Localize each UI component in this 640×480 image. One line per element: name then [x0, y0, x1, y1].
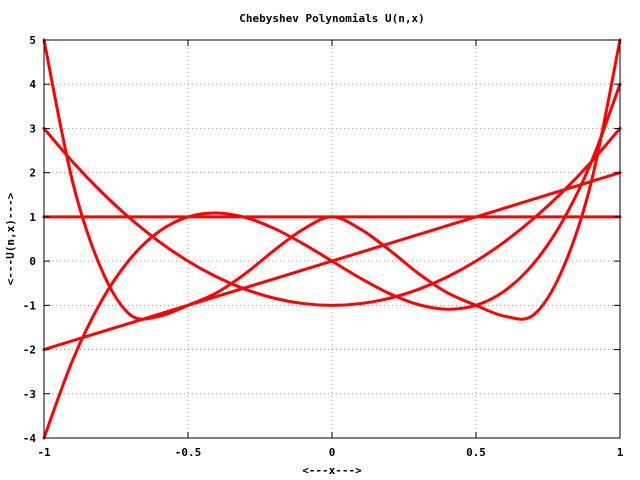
y-tick-label: -4	[23, 432, 37, 445]
y-tick-label: 5	[29, 34, 36, 47]
series-line-2	[42, 126, 622, 307]
y-axis-label: <---U(n,x)--->	[4, 192, 17, 285]
x-tick-label: 0.5	[466, 446, 486, 459]
y-tick-label: 0	[29, 255, 36, 268]
x-tick-label: -0.5	[175, 446, 202, 459]
chart-title: Chebyshev Polynomials U(n,x)	[239, 12, 424, 25]
x-tick-label: 1	[617, 446, 624, 459]
y-tick-label: -3	[23, 388, 36, 401]
x-axis-label: <---x--->	[302, 464, 362, 477]
axis-ticks: -1 -0.5 0 0.5 1 -4 -3 -2 -1 0 1 2 3 4 5	[23, 34, 624, 459]
y-tick-label: -1	[23, 299, 37, 312]
plot-frame	[43, 39, 621, 439]
curves	[42, 38, 622, 440]
y-tick-label: 4	[29, 78, 36, 91]
series-line-3	[42, 82, 622, 440]
y-tick-label: 3	[29, 122, 36, 135]
y-tick-label: -2	[23, 344, 36, 357]
y-tick-label: 2	[29, 167, 36, 180]
grid	[44, 40, 620, 438]
x-tick-label: 0	[329, 446, 336, 459]
x-tick-label: -1	[37, 446, 51, 459]
series-line-4	[42, 38, 622, 321]
y-tick-label: 1	[29, 211, 36, 224]
